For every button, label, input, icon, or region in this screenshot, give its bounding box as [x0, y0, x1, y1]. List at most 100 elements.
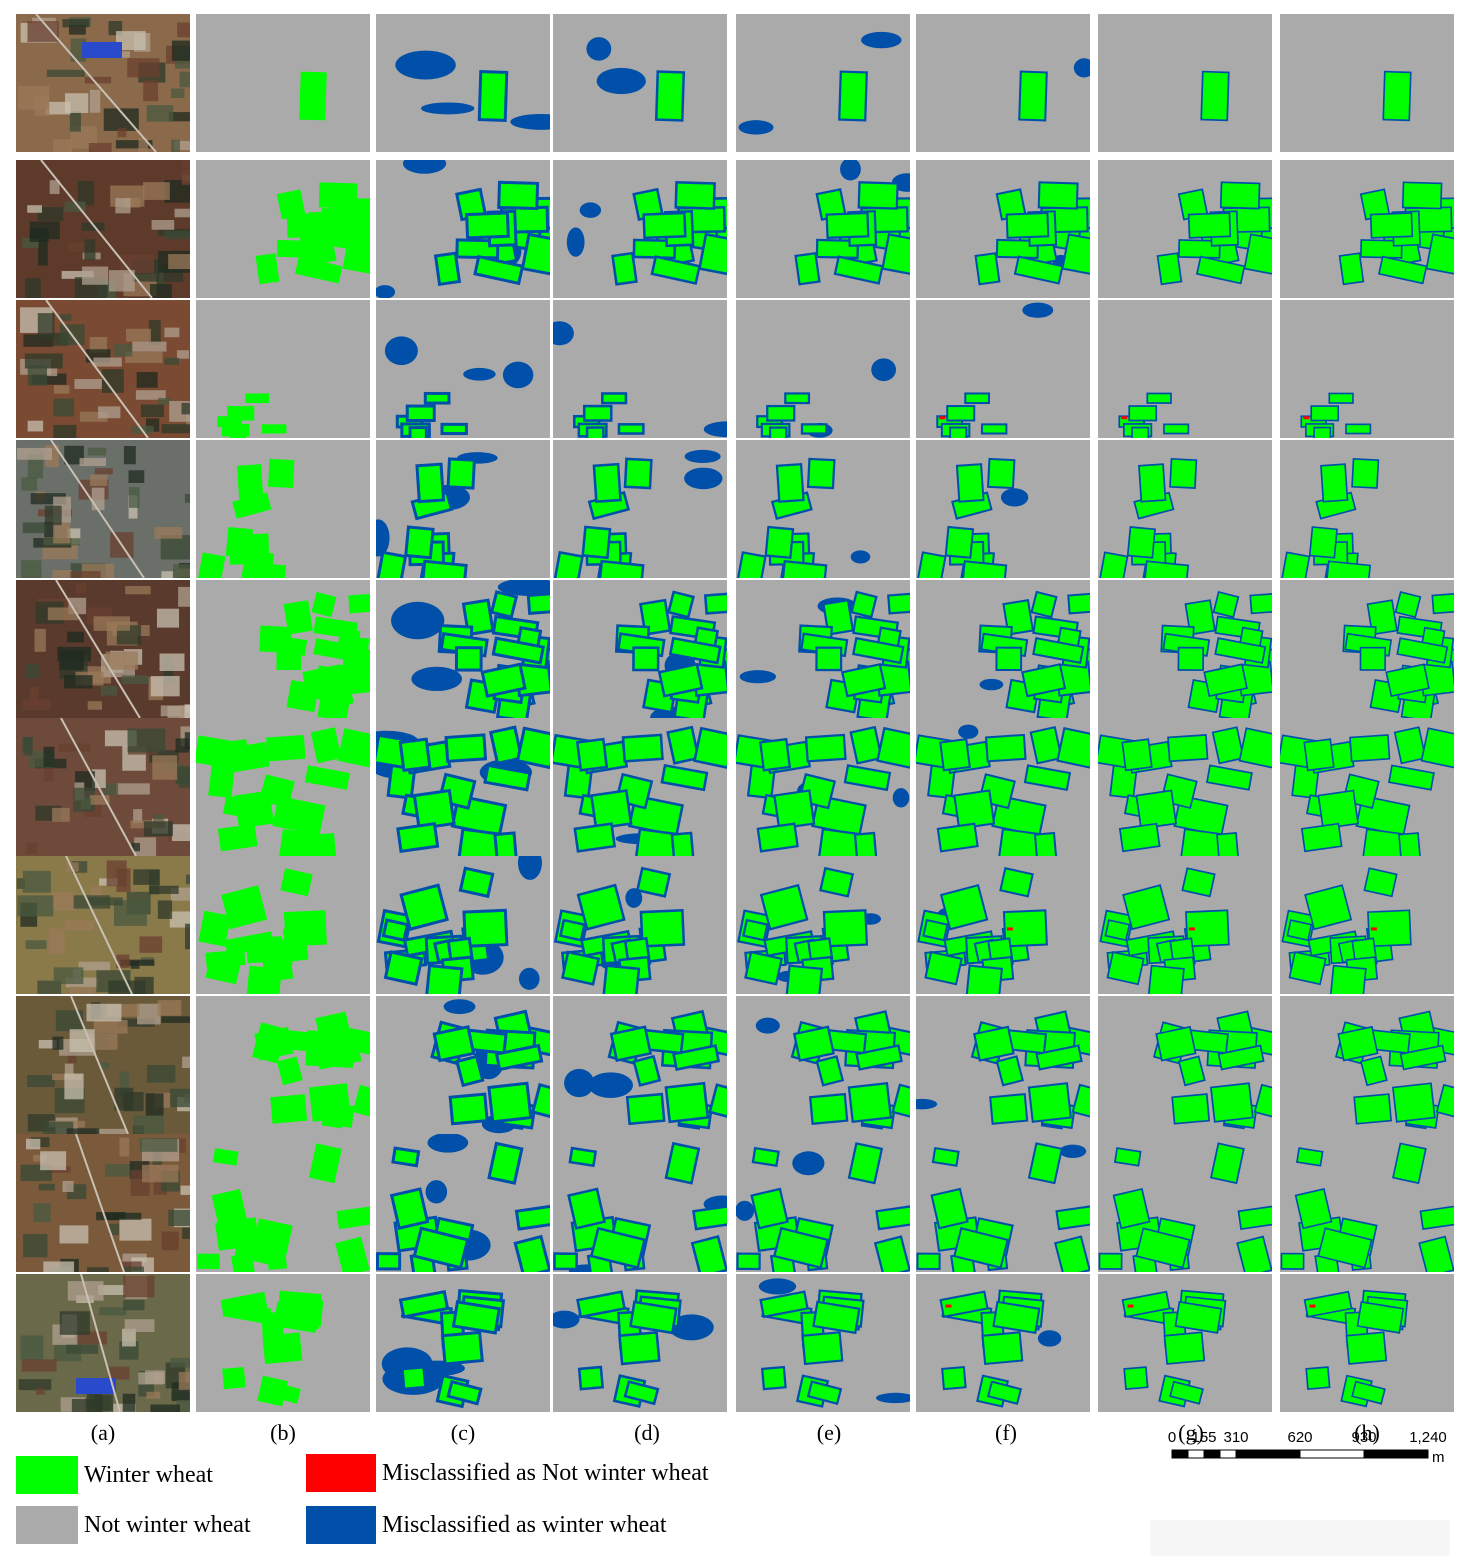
classification-map-tile: [916, 996, 1090, 1134]
legend-label-winter-wheat: Winter wheat: [84, 1461, 213, 1488]
legend-label-misclassified-winter-wheat: Misclassified as winter wheat: [382, 1511, 667, 1538]
classification-map-tile: [1280, 1134, 1454, 1272]
legend-not-winter-wheat: Not winter wheat: [16, 1506, 251, 1544]
scale-tick-label: 310: [1223, 1429, 1248, 1446]
classification-map-tile: [736, 160, 910, 298]
classification-map-tile: [1098, 300, 1272, 438]
column-label-c: (c): [450, 1420, 476, 1445]
classification-map-tile: [916, 718, 1090, 856]
classification-map-tile: [916, 14, 1090, 152]
legend-swatch-misclassified-winter-wheat: [306, 1506, 376, 1544]
column-label-a: (a): [90, 1420, 116, 1445]
classification-map-tile: [916, 1274, 1090, 1412]
satellite-image-tile: [16, 300, 190, 438]
satellite-image-tile: [16, 160, 190, 298]
scale-segment: [1363, 1449, 1429, 1459]
scale-tick-label: 620: [1287, 1429, 1312, 1446]
classification-map-tile: [1098, 1274, 1272, 1412]
classification-map-tile: [376, 440, 550, 578]
classification-map-tile: [1280, 160, 1454, 298]
classification-map-tile: [376, 14, 550, 152]
classification-map-tile: [1098, 14, 1272, 152]
satellite-image-tile: [16, 1274, 190, 1412]
scale-segment: [1187, 1449, 1205, 1459]
classification-map-tile: [1280, 718, 1454, 856]
column-label-e: (e): [816, 1420, 842, 1445]
classification-map-tile: [196, 300, 370, 438]
satellite-image-tile: [16, 14, 190, 152]
classification-map-tile: [736, 440, 910, 578]
classification-map-tile: [1098, 996, 1272, 1134]
classification-map-tile: [196, 718, 370, 856]
column-label-b: (b): [270, 1420, 296, 1445]
classification-map-tile: [553, 1274, 727, 1412]
legend-swatch-winter-wheat: [16, 1456, 78, 1494]
scale-segment: [1235, 1449, 1301, 1459]
legend-misclassified-winter-wheat: Misclassified as winter wheat: [306, 1506, 667, 1544]
classification-map-tile: [1280, 580, 1454, 718]
classification-map-tile: [196, 14, 370, 152]
classification-map-tile: [376, 856, 550, 994]
column-label-d: (d): [634, 1420, 660, 1445]
classification-map-tile: [376, 996, 550, 1134]
scale-tick-label: 930: [1351, 1429, 1376, 1446]
legend-misclassified-not-winter-wheat: Misclassified as Not winter wheat: [306, 1454, 709, 1492]
scale-tick-label: 155: [1191, 1429, 1216, 1446]
classification-map-tile: [1280, 14, 1454, 152]
scale-segment: [1299, 1449, 1365, 1459]
classification-map-tile: [196, 580, 370, 718]
classification-map-tile: [553, 300, 727, 438]
classification-map-tile: [916, 300, 1090, 438]
classification-map-tile: [1280, 856, 1454, 994]
classification-map-tile: [1098, 1134, 1272, 1272]
legend-winter-wheat: Winter wheat: [16, 1456, 213, 1494]
classification-map-tile: [196, 996, 370, 1134]
classification-map-tile: [1098, 160, 1272, 298]
scale-panel-background: [1150, 1520, 1450, 1556]
classification-map-tile: [1098, 440, 1272, 578]
satellite-image-tile: [16, 580, 190, 718]
scale-tick-label: 0: [1168, 1429, 1176, 1446]
column-label-h: (h): [1354, 1420, 1380, 1445]
satellite-image-tile: [16, 856, 190, 994]
classification-map-tile: [1280, 440, 1454, 578]
classification-map-tile: [553, 718, 727, 856]
classification-map-tile: [196, 1274, 370, 1412]
classification-map-tile: [196, 160, 370, 298]
scale-segment: [1203, 1449, 1221, 1459]
scale-segment: [1171, 1449, 1189, 1459]
classification-map-tile: [1280, 1274, 1454, 1412]
classification-map-tile: [376, 1134, 550, 1272]
classification-map-tile: [916, 856, 1090, 994]
classification-map-tile: [196, 1134, 370, 1272]
classification-map-tile: [1098, 580, 1272, 718]
classification-map-tile: [376, 580, 550, 718]
classification-map-tile: [736, 718, 910, 856]
classification-map-tile: [1098, 718, 1272, 856]
classification-map-tile: [916, 440, 1090, 578]
classification-result-grid: [16, 14, 1456, 1412]
legend-label-misclassified-not-winter-wheat: Misclassified as Not winter wheat: [382, 1459, 709, 1486]
classification-map-tile: [736, 1274, 910, 1412]
scale-segment: [1219, 1449, 1237, 1459]
classification-map-tile: [736, 580, 910, 718]
classification-map-tile: [553, 160, 727, 298]
classification-map-tile: [736, 300, 910, 438]
classification-map-tile: [196, 856, 370, 994]
satellite-image-tile: [16, 440, 190, 578]
satellite-image-tile: [16, 1134, 190, 1272]
satellite-image-tile: [16, 996, 190, 1134]
classification-map-tile: [376, 300, 550, 438]
column-label-f: (f): [995, 1420, 1017, 1445]
classification-map-tile: [376, 1274, 550, 1412]
column-label-g: (g): [1178, 1420, 1204, 1445]
legend-label-not-winter-wheat: Not winter wheat: [84, 1511, 251, 1538]
scale-unit-label: m: [1432, 1449, 1445, 1466]
classification-map-tile: [553, 1134, 727, 1272]
classification-map-tile: [736, 1134, 910, 1272]
classification-map-tile: [736, 856, 910, 994]
classification-map-tile: [1280, 300, 1454, 438]
classification-map-tile: [736, 996, 910, 1134]
classification-map-tile: [553, 580, 727, 718]
legend-swatch-misclassified-not-winter-wheat: [306, 1454, 376, 1492]
